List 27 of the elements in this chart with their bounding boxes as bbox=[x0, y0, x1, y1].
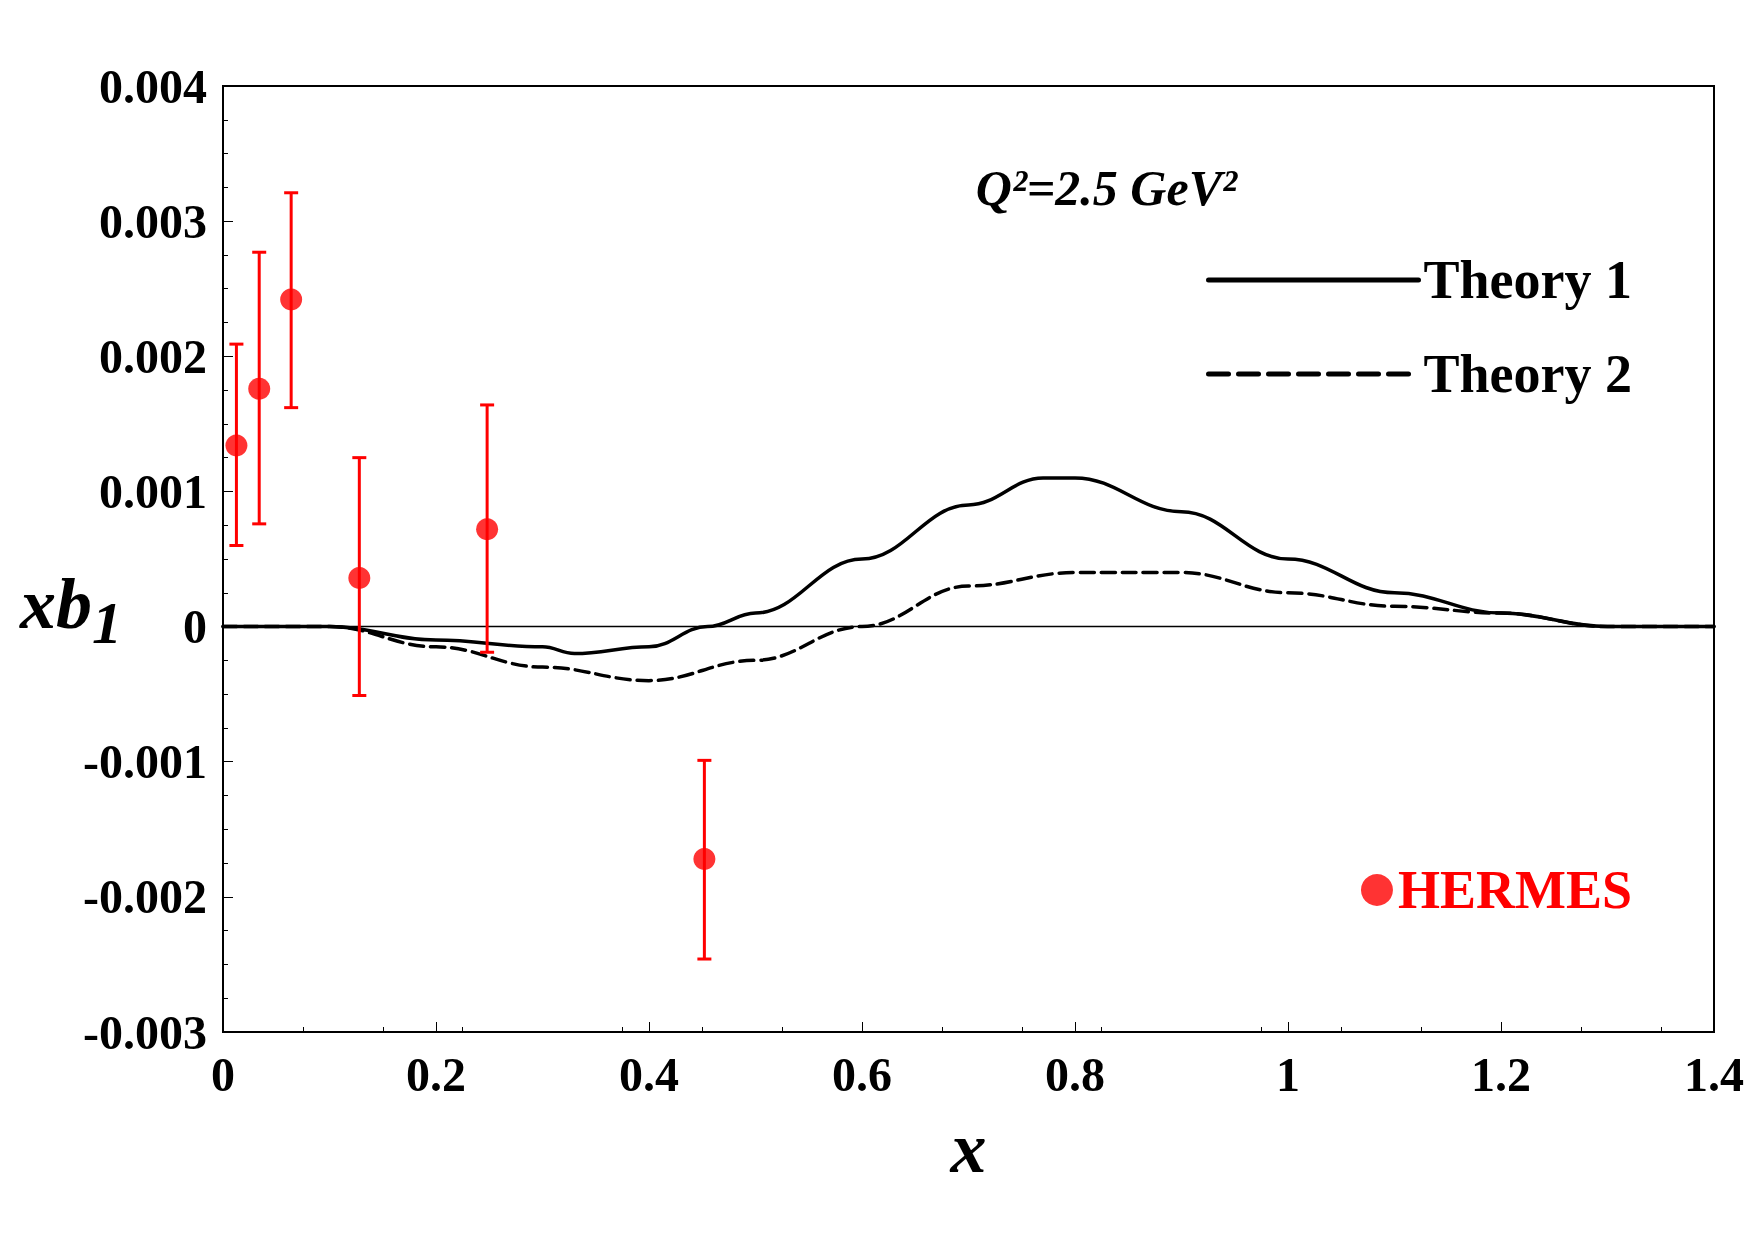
point bbox=[225, 434, 248, 457]
y-tick-label: -0.003 bbox=[83, 1005, 207, 1059]
point bbox=[248, 377, 271, 400]
y-tick-label: 0.001 bbox=[99, 464, 207, 518]
point bbox=[476, 518, 499, 541]
x-tick-label: 0.6 bbox=[832, 1047, 892, 1101]
y-tick-label: -0.002 bbox=[83, 870, 207, 924]
y-tick-label: 0.003 bbox=[99, 194, 207, 248]
x-tick-label: 0.2 bbox=[406, 1047, 466, 1101]
point bbox=[348, 566, 371, 589]
x-tick-label: 1.4 bbox=[1684, 1047, 1744, 1101]
legend-label: Theory 1 bbox=[1423, 250, 1633, 310]
x-tick-label: 0.8 bbox=[1045, 1047, 1105, 1101]
legend-label: HERMES bbox=[1397, 860, 1633, 920]
y-axis-title: xb$_{1}$ bbox=[20, 564, 122, 657]
point bbox=[693, 848, 716, 871]
x-tick-label: 1 bbox=[1276, 1047, 1300, 1101]
y-tick-label: 0 bbox=[183, 600, 207, 654]
x-axis-title: x bbox=[949, 1108, 987, 1188]
x-tick-label: 0.4 bbox=[619, 1047, 679, 1101]
x-tick-label: 1.2 bbox=[1471, 1047, 1531, 1101]
legend-label: Theory 2 bbox=[1423, 344, 1633, 404]
y-tick-label: 0.002 bbox=[99, 329, 207, 383]
point bbox=[280, 288, 303, 311]
y-tick-label: -0.001 bbox=[83, 735, 207, 789]
annotation: Q²=2.5 GeV² bbox=[975, 160, 1239, 216]
y-tick-label: 0.004 bbox=[99, 59, 207, 113]
